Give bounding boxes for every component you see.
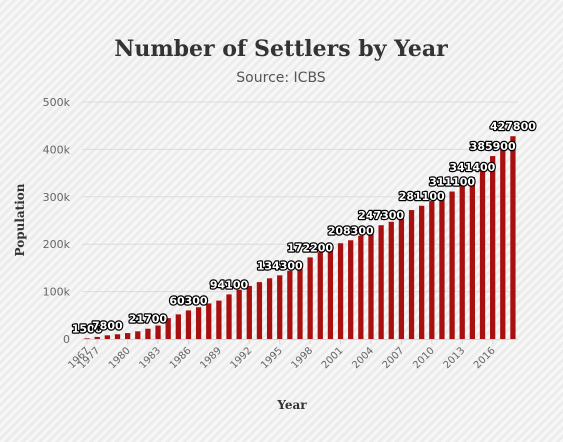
x-tick-label: 1995 (259, 345, 285, 371)
bar (155, 325, 161, 339)
data-label: 134300 (257, 259, 303, 272)
bar (246, 285, 252, 339)
bar (206, 303, 212, 339)
bar (337, 243, 344, 339)
x-tick-label: 1980 (107, 345, 133, 371)
bar (84, 338, 90, 339)
x-tick-label: 1998 (289, 345, 315, 371)
x-tick-label: 2013 (442, 345, 468, 371)
bar (216, 300, 222, 339)
bar (135, 331, 141, 339)
y-tick-label: 0 (63, 333, 70, 346)
bar (408, 210, 415, 339)
x-axis-title: Year (276, 398, 307, 412)
bar (94, 336, 100, 339)
bar (510, 136, 516, 339)
data-label: 208300 (328, 224, 374, 237)
bar (195, 307, 202, 339)
x-tick-label: 2007 (381, 345, 407, 371)
y-tick-label: 500k (43, 96, 71, 109)
bar-series (84, 136, 516, 339)
bar (104, 335, 110, 339)
y-tick-label: 100k (43, 286, 71, 299)
bar (368, 229, 374, 339)
chart-subtitle: Source: ICBS (236, 70, 326, 86)
data-label: 341400 (449, 161, 495, 174)
bar (378, 225, 384, 339)
bar (479, 167, 486, 339)
bar (469, 177, 476, 339)
x-tick-label: 1989 (198, 345, 224, 371)
bar (124, 333, 131, 339)
y-axis-ticks: 0 100k 200k 300k 400k 500k (43, 96, 71, 346)
data-label: 21700 (129, 313, 168, 326)
bar (398, 215, 405, 339)
bar (297, 263, 303, 339)
x-tick-label: 2010 (411, 345, 437, 371)
bar (175, 314, 181, 339)
x-tick-label: 2001 (320, 345, 346, 371)
bar (277, 275, 283, 339)
x-tick-label: 1992 (229, 345, 255, 371)
y-tick-label: 300k (43, 191, 71, 204)
bar (439, 196, 445, 339)
data-label: 60300 (169, 294, 208, 307)
data-label: 427800 (490, 120, 536, 133)
data-label: 1500 (72, 322, 103, 335)
bar (266, 278, 273, 339)
data-label: 281100 (399, 190, 445, 203)
data-label: 172200 (287, 241, 333, 254)
bar (449, 191, 455, 339)
y-axis-title: Population (13, 183, 27, 256)
bar (287, 270, 293, 339)
x-tick-label: 2004 (350, 345, 376, 371)
x-tick-label: 2016 (472, 345, 498, 371)
data-label: 311100 (429, 176, 475, 189)
data-label: 7800 (92, 319, 123, 332)
bar (145, 328, 151, 339)
bar (327, 247, 334, 339)
bar (256, 282, 263, 339)
chart-title: Number of Settlers by Year (114, 36, 448, 62)
data-label: 247300 (358, 209, 404, 222)
bar (317, 252, 323, 339)
bar (307, 257, 313, 339)
bar (429, 201, 435, 339)
y-tick-label: 400k (43, 143, 71, 156)
x-tick-label: 1986 (168, 345, 194, 371)
bar (348, 240, 354, 339)
bar (358, 235, 364, 339)
bar (388, 221, 394, 339)
bar (500, 145, 506, 339)
bar (490, 156, 496, 339)
bar (165, 318, 171, 339)
bar (185, 310, 192, 339)
bar (236, 289, 242, 339)
bar (459, 184, 465, 339)
data-label: 385900 (470, 140, 516, 153)
bar (226, 294, 232, 339)
x-tick-label: 1983 (137, 345, 163, 371)
data-label: 94100 (210, 278, 249, 291)
y-gridlines (82, 101, 518, 293)
bar (419, 205, 425, 339)
bar (114, 334, 121, 339)
y-tick-label: 200k (43, 238, 71, 251)
